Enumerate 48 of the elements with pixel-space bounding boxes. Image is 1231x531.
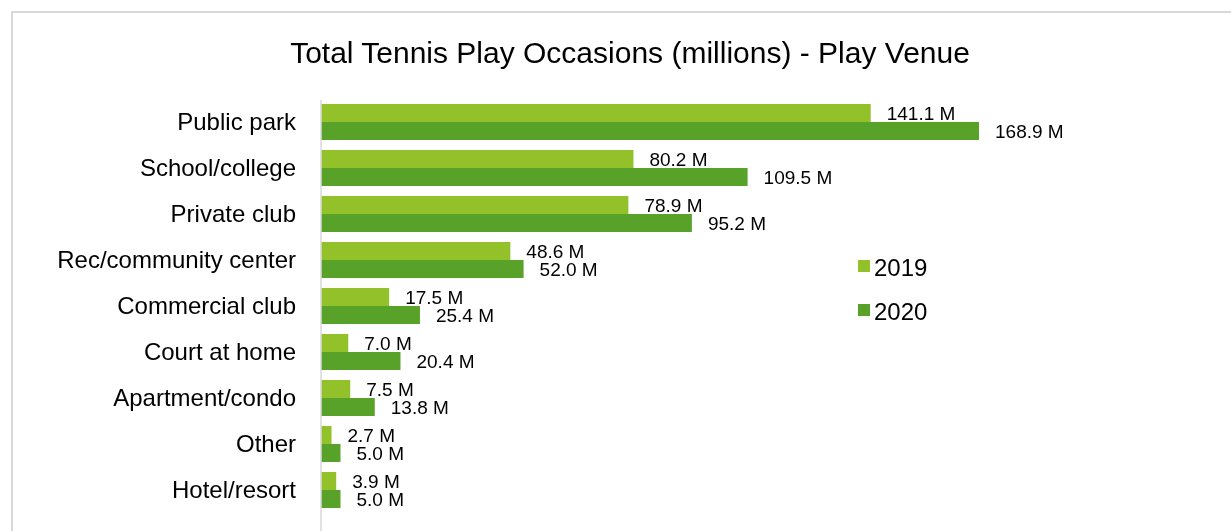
data-label: 5.0 M bbox=[356, 489, 405, 510]
bar bbox=[321, 490, 341, 508]
data-label: 7.0 M bbox=[364, 333, 412, 354]
y-tick-label: Apartment/condo bbox=[113, 384, 296, 411]
y-tick-label: Hotel/resort bbox=[171, 476, 297, 503]
data-label: 48.6 M bbox=[526, 241, 585, 262]
data-label: 17.5 M bbox=[405, 287, 464, 308]
data-label: 78.9 M bbox=[644, 195, 703, 216]
bar bbox=[321, 426, 332, 444]
bar bbox=[321, 380, 351, 398]
legend-label: 2019 bbox=[874, 254, 928, 281]
data-label: 109.5 M bbox=[763, 167, 833, 188]
bar bbox=[321, 260, 524, 278]
data-label: 25.4 M bbox=[435, 305, 495, 326]
bar bbox=[321, 306, 420, 324]
bar bbox=[321, 150, 634, 168]
y-tick-label: School/college bbox=[139, 154, 296, 181]
data-label: 141.1 M bbox=[886, 103, 956, 124]
bar bbox=[321, 444, 341, 462]
legend-label: 2020 bbox=[874, 298, 928, 325]
bar bbox=[321, 196, 629, 214]
data-label: 5.0 M bbox=[356, 443, 405, 464]
y-tick-label: Private club bbox=[170, 200, 296, 227]
bar bbox=[321, 168, 748, 186]
bar bbox=[321, 398, 375, 416]
bar bbox=[321, 242, 511, 260]
y-tick-label: Public park bbox=[177, 108, 297, 135]
data-label: 3.9 M bbox=[352, 471, 400, 492]
bar bbox=[321, 288, 390, 306]
bar bbox=[321, 214, 692, 232]
data-label: 7.5 M bbox=[366, 379, 414, 400]
data-label: 95.2 M bbox=[707, 213, 766, 234]
data-label: 168.9 M bbox=[995, 121, 1064, 142]
bar bbox=[321, 334, 349, 352]
y-tick-label: Commercial club bbox=[117, 292, 296, 319]
y-tick-label: Court at home bbox=[143, 338, 296, 365]
chart-title: Total Tennis Play Occasions (millions) - Play Venue bbox=[290, 36, 970, 69]
y-tick-label: Other bbox=[235, 430, 296, 457]
data-label: 20.4 M bbox=[416, 351, 475, 372]
bar bbox=[321, 122, 979, 140]
y-tick-label: Rec/community center bbox=[57, 246, 296, 273]
data-label: 80.2 M bbox=[649, 149, 708, 170]
data-label: 52.0 M bbox=[539, 259, 598, 280]
bar bbox=[321, 352, 401, 370]
data-label: 2.7 M bbox=[347, 425, 396, 446]
bar bbox=[321, 472, 337, 490]
bar bbox=[321, 104, 871, 122]
data-label: 13.8 M bbox=[390, 397, 449, 418]
